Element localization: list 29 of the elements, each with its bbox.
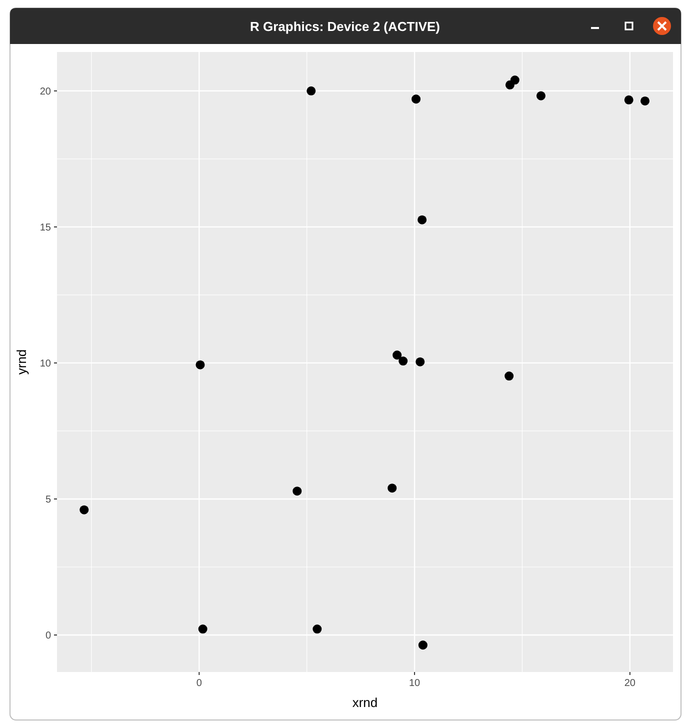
y-tick-label: 20 (40, 86, 52, 98)
point (418, 215, 427, 224)
point (504, 372, 514, 381)
point (418, 640, 428, 650)
x-tick-label: 20 (624, 678, 636, 689)
y-tick-label: 0 (45, 630, 52, 642)
point (412, 94, 421, 104)
point (312, 624, 322, 634)
x-tick-label: 0 (196, 678, 202, 689)
y-axis-title: yrnd (14, 349, 29, 375)
point (398, 356, 408, 366)
point (198, 624, 208, 634)
point (292, 486, 302, 496)
y-tick-label: 5 (45, 494, 52, 506)
x-axis-title: xrnd (352, 695, 378, 710)
y-tick-label: 15 (40, 222, 52, 234)
point (80, 505, 89, 514)
point (388, 484, 397, 493)
point (306, 86, 316, 96)
point (536, 91, 546, 100)
point (510, 76, 520, 85)
point (392, 350, 402, 360)
point (624, 95, 634, 104)
y-tick-label: 10 (40, 358, 52, 370)
point (640, 96, 650, 106)
chart-title: R Graphics: Device 2 (ACTIVE) (250, 19, 440, 34)
point (196, 360, 205, 370)
x-tick-label: 10 (408, 678, 421, 689)
point (416, 357, 425, 366)
